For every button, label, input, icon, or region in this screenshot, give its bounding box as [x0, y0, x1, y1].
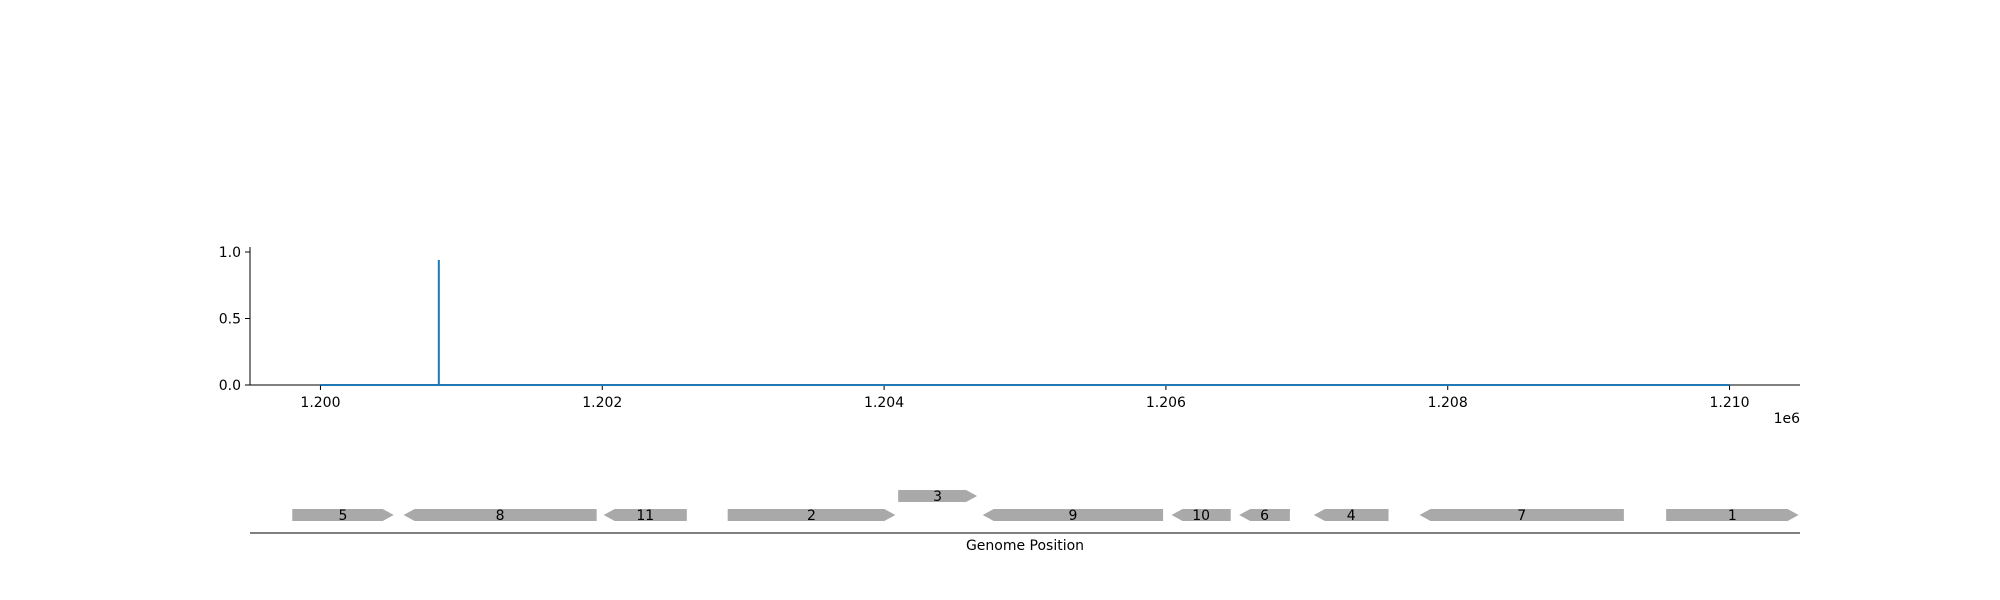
gene-2: 2: [727, 508, 896, 524]
genes: 5 8 11 2 3 9 10 6 4 7 1: [292, 489, 1799, 524]
gene-label: 10: [1192, 508, 1210, 524]
gene-label: 1: [1728, 508, 1737, 524]
gene-label: 3: [933, 489, 942, 505]
signal-plot: 0.0 0.5 1.0 1.200 1.202 1.204 1.206 1.208 1.210…: [219, 245, 1800, 427]
gene-label: 2: [807, 508, 816, 524]
gene-label: 11: [636, 508, 654, 524]
gene-label: 4: [1347, 508, 1356, 524]
series-line: [320, 259, 1730, 386]
y-tick-label: 1.0: [219, 245, 241, 261]
gene-arrow: [1239, 509, 1290, 521]
x-ticks: 1.200 1.202 1.204 1.206 1.208 1.210: [300, 385, 1750, 411]
gene-label: 8: [496, 508, 505, 524]
gene-arrow: [292, 509, 394, 521]
gene-track: 5 8 11 2 3 9 10 6 4 7 1 Genome Position: [250, 489, 1800, 554]
gene-10: 10: [1171, 508, 1231, 524]
gene-arrow: [1313, 509, 1389, 521]
gene-arrow: [1171, 509, 1231, 521]
x-tick-label: 1.208: [1428, 395, 1468, 411]
y-tick-label: 0.0: [219, 378, 241, 394]
series-group: [320, 259, 1730, 386]
gene-track-xlabel: Genome Position: [966, 538, 1084, 554]
gene-arrow: [727, 509, 896, 521]
gene-arrow: [982, 509, 1164, 521]
y-tick-label: 0.5: [219, 312, 241, 328]
gene-arrow: [403, 509, 597, 521]
x-offset-label: 1e6: [1774, 411, 1801, 427]
gene-11: 11: [603, 508, 687, 524]
gene-arrow: [1666, 509, 1799, 521]
gene-arrow: [898, 490, 978, 502]
gene-8: 8: [403, 508, 597, 524]
gene-5: 5: [292, 508, 394, 524]
gene-label: 7: [1517, 508, 1526, 524]
gene-label: 6: [1260, 508, 1269, 524]
x-tick-label: 1.210: [1709, 395, 1749, 411]
gene-3: 3: [898, 489, 978, 505]
gene-9: 9: [982, 508, 1164, 524]
x-tick-label: 1.202: [582, 395, 622, 411]
x-tick-label: 1.200: [300, 395, 340, 411]
gene-arrow: [603, 509, 687, 521]
gene-arrow: [1419, 509, 1624, 521]
x-tick-label: 1.204: [864, 395, 904, 411]
x-tick-label: 1.206: [1146, 395, 1186, 411]
gene-label: 5: [339, 508, 348, 524]
gene-6: 6: [1239, 508, 1290, 524]
gene-4: 4: [1313, 508, 1389, 524]
gene-label: 9: [1068, 508, 1077, 524]
y-ticks: 0.0 0.5 1.0: [219, 245, 250, 394]
gene-1: 1: [1666, 508, 1799, 524]
gene-7: 7: [1419, 508, 1624, 524]
